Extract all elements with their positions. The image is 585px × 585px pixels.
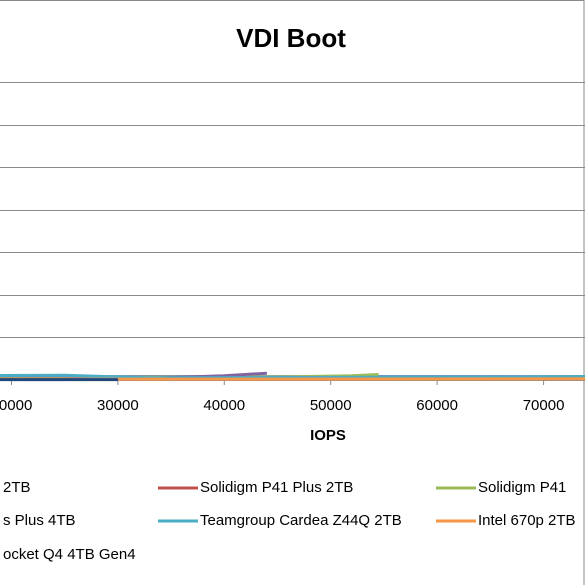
legend-label: Teamgroup Cardea Z44Q 2TB	[200, 512, 402, 529]
x-axis-label: IOPS	[310, 427, 346, 444]
legend-label: ocket Q4 4TB Gen4	[3, 546, 136, 563]
x-tick-label: 30000	[97, 397, 139, 414]
x-tick-label: 50000	[310, 397, 352, 414]
legend-label: Solidigm P41 Plus 2TB	[200, 479, 353, 496]
x-tick-label: 60000	[416, 397, 458, 414]
legend-label: Intel 670p 2TB	[478, 512, 576, 529]
legend-label: Solidigm P41	[478, 479, 566, 496]
x-tick-label: 40000	[203, 397, 245, 414]
chart-title: VDI Boot	[236, 23, 346, 53]
legend-label: s Plus 4TB	[3, 512, 76, 529]
legend-label: 2TB	[3, 479, 31, 496]
x-tick-label: 70000	[523, 397, 565, 414]
x-tick-label: 20000	[0, 397, 32, 414]
